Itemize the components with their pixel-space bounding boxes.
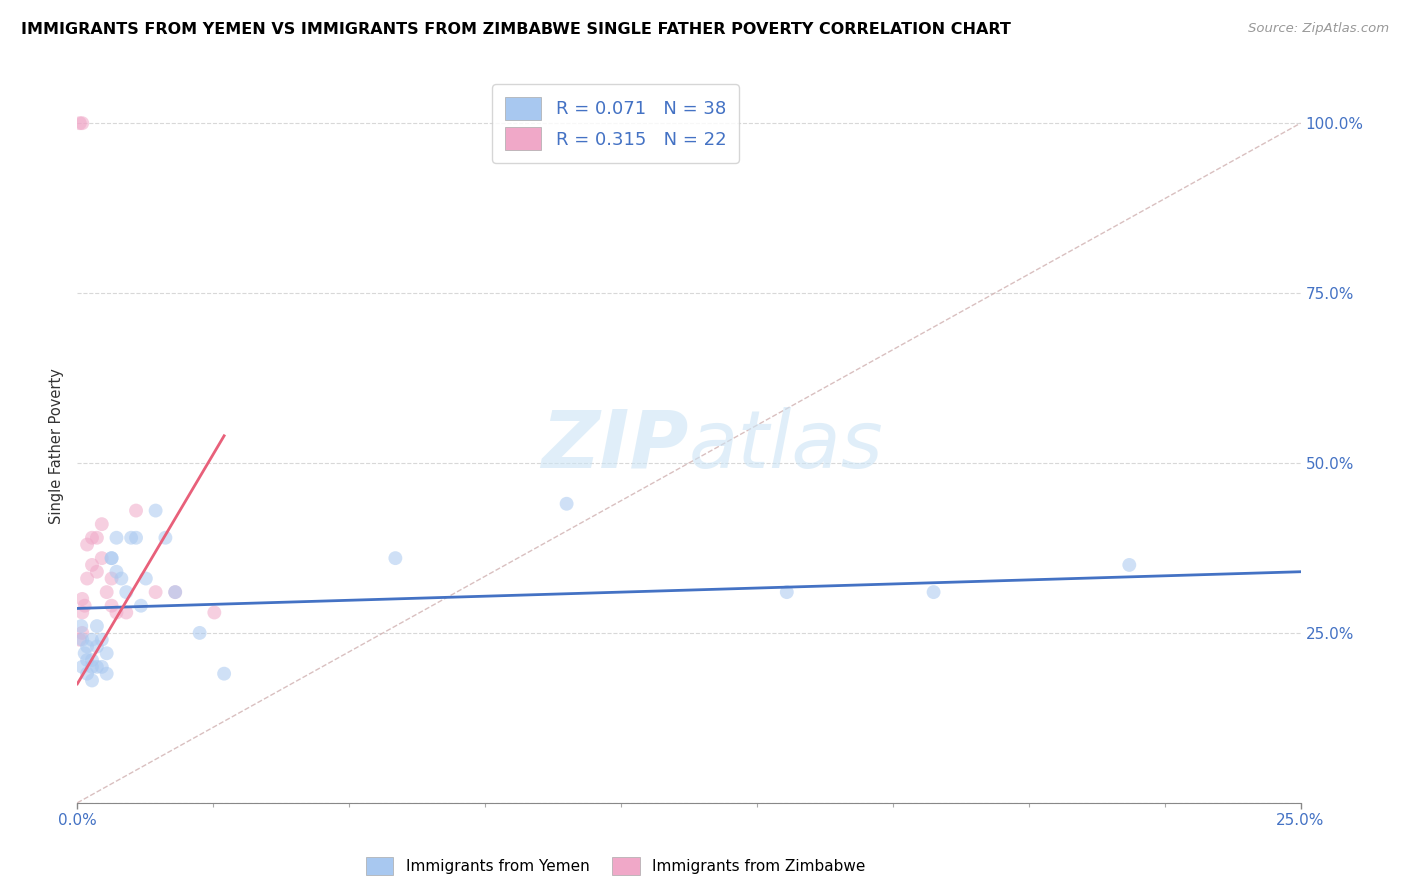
Point xyxy=(80,632,103,647)
Point xyxy=(70,116,93,130)
Point xyxy=(922,585,945,599)
Point xyxy=(70,606,93,620)
Point xyxy=(76,653,98,667)
Point xyxy=(384,551,406,566)
Point xyxy=(90,660,112,674)
Point xyxy=(188,626,211,640)
Point xyxy=(80,673,103,688)
Point xyxy=(555,497,578,511)
Point xyxy=(86,619,108,633)
Point xyxy=(86,531,108,545)
Point xyxy=(80,531,103,545)
Point xyxy=(73,599,96,613)
Point xyxy=(129,599,152,613)
Point xyxy=(70,632,93,647)
Point xyxy=(90,551,112,566)
Point xyxy=(76,537,98,551)
Point xyxy=(100,572,122,586)
Point xyxy=(155,531,177,545)
Point xyxy=(76,666,98,681)
Point xyxy=(105,565,128,579)
Text: Source: ZipAtlas.com: Source: ZipAtlas.com xyxy=(1249,22,1389,36)
Text: IMMIGRANTS FROM YEMEN VS IMMIGRANTS FROM ZIMBABWE SINGLE FATHER POVERTY CORRELAT: IMMIGRANTS FROM YEMEN VS IMMIGRANTS FROM… xyxy=(21,22,1011,37)
Point xyxy=(69,116,91,130)
Point xyxy=(76,640,98,654)
Point xyxy=(212,666,235,681)
Point xyxy=(1118,558,1140,572)
Y-axis label: Single Father Poverty: Single Father Poverty xyxy=(49,368,65,524)
Point xyxy=(115,606,138,620)
Point xyxy=(80,558,103,572)
Point xyxy=(86,565,108,579)
Point xyxy=(70,626,93,640)
Point xyxy=(115,585,138,599)
Point xyxy=(110,572,132,586)
Point xyxy=(202,606,225,620)
Point xyxy=(86,660,108,674)
Point xyxy=(90,632,112,647)
Point xyxy=(86,640,108,654)
Point xyxy=(100,551,122,566)
Point xyxy=(145,585,167,599)
Point xyxy=(120,531,142,545)
Point xyxy=(70,591,93,606)
Point xyxy=(96,666,118,681)
Point xyxy=(76,572,98,586)
Point xyxy=(96,585,118,599)
Point xyxy=(70,660,93,674)
Point xyxy=(145,503,167,517)
Point xyxy=(165,585,187,599)
Point xyxy=(73,646,96,660)
Point xyxy=(80,660,103,674)
Point xyxy=(165,585,187,599)
Point xyxy=(776,585,799,599)
Point xyxy=(100,599,122,613)
Point xyxy=(125,503,148,517)
Legend: Immigrants from Yemen, Immigrants from Zimbabwe: Immigrants from Yemen, Immigrants from Z… xyxy=(360,851,872,880)
Point xyxy=(105,606,128,620)
Point xyxy=(125,531,148,545)
Point xyxy=(80,653,103,667)
Text: ZIP: ZIP xyxy=(541,407,689,485)
Point xyxy=(135,572,157,586)
Point xyxy=(105,531,128,545)
Text: atlas: atlas xyxy=(689,407,884,485)
Point xyxy=(90,517,112,532)
Point xyxy=(70,619,93,633)
Point xyxy=(69,632,91,647)
Point xyxy=(96,646,118,660)
Point xyxy=(100,551,122,566)
